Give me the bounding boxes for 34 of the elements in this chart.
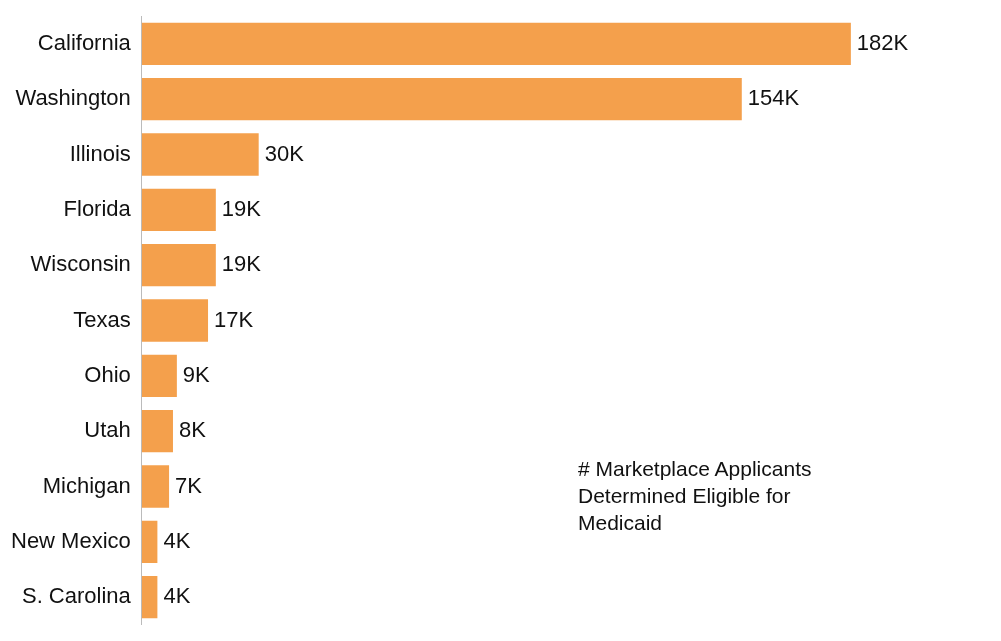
y-tick-label: S. Carolina xyxy=(21,583,132,609)
data-label: 4K xyxy=(163,527,191,553)
y-tick-label: Texas xyxy=(73,306,131,332)
data-label: 9K xyxy=(182,361,211,387)
y-tick-label: Wisconsin xyxy=(30,251,131,277)
bar xyxy=(141,520,158,563)
annotation: # Marketplace Applicants Determined Eligible for Medicaid xyxy=(578,456,813,536)
data-label: 154K xyxy=(747,85,800,111)
data-label: 8K xyxy=(178,417,207,443)
data-label: 19K xyxy=(221,251,262,277)
data-label: 7K xyxy=(175,472,203,498)
y-tick-label: California xyxy=(37,29,132,55)
y-tick-label: Washington xyxy=(15,85,131,111)
y-tick-label: Utah xyxy=(84,417,131,443)
bar xyxy=(141,188,216,232)
data-label: 19K xyxy=(221,195,262,221)
data-label: 30K xyxy=(264,140,305,166)
y-tick-label: Illinois xyxy=(69,140,131,166)
data-label: 182K xyxy=(856,29,909,55)
bar xyxy=(141,354,177,397)
bar xyxy=(141,22,851,66)
bar xyxy=(141,409,173,453)
data-label: 4K xyxy=(163,583,191,609)
bar xyxy=(141,244,216,287)
bar xyxy=(141,299,209,342)
bar xyxy=(141,133,259,176)
bar xyxy=(141,78,742,121)
bar xyxy=(141,465,170,508)
y-tick-label: Ohio xyxy=(84,361,131,387)
y-tick-label: Florida xyxy=(63,195,132,221)
y-tick-label: New Mexico xyxy=(11,527,131,553)
data-label: 17K xyxy=(214,306,254,332)
bar xyxy=(141,575,158,619)
y-tick-label: Michigan xyxy=(42,472,131,498)
